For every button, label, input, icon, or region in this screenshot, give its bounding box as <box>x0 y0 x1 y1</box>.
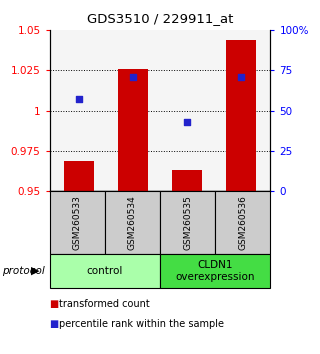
Text: transformed count: transformed count <box>59 299 150 309</box>
Text: ▶: ▶ <box>31 266 40 276</box>
Text: control: control <box>87 266 123 276</box>
Text: CLDN1
overexpression: CLDN1 overexpression <box>175 260 255 282</box>
Text: GSM260535: GSM260535 <box>183 195 192 250</box>
Point <box>184 119 189 125</box>
Text: protocol: protocol <box>2 266 44 276</box>
Point <box>238 74 243 80</box>
Bar <box>172 170 202 191</box>
Text: ■: ■ <box>50 319 59 329</box>
Text: GSM260533: GSM260533 <box>73 195 82 250</box>
Point <box>131 74 136 80</box>
Bar <box>64 161 94 191</box>
Bar <box>226 40 256 191</box>
Text: GSM260536: GSM260536 <box>238 195 247 250</box>
Bar <box>118 69 148 191</box>
Text: GSM260534: GSM260534 <box>128 195 137 250</box>
Text: GDS3510 / 229911_at: GDS3510 / 229911_at <box>87 12 233 25</box>
Text: ■: ■ <box>50 299 59 309</box>
Point <box>77 97 82 102</box>
Text: percentile rank within the sample: percentile rank within the sample <box>59 319 224 329</box>
